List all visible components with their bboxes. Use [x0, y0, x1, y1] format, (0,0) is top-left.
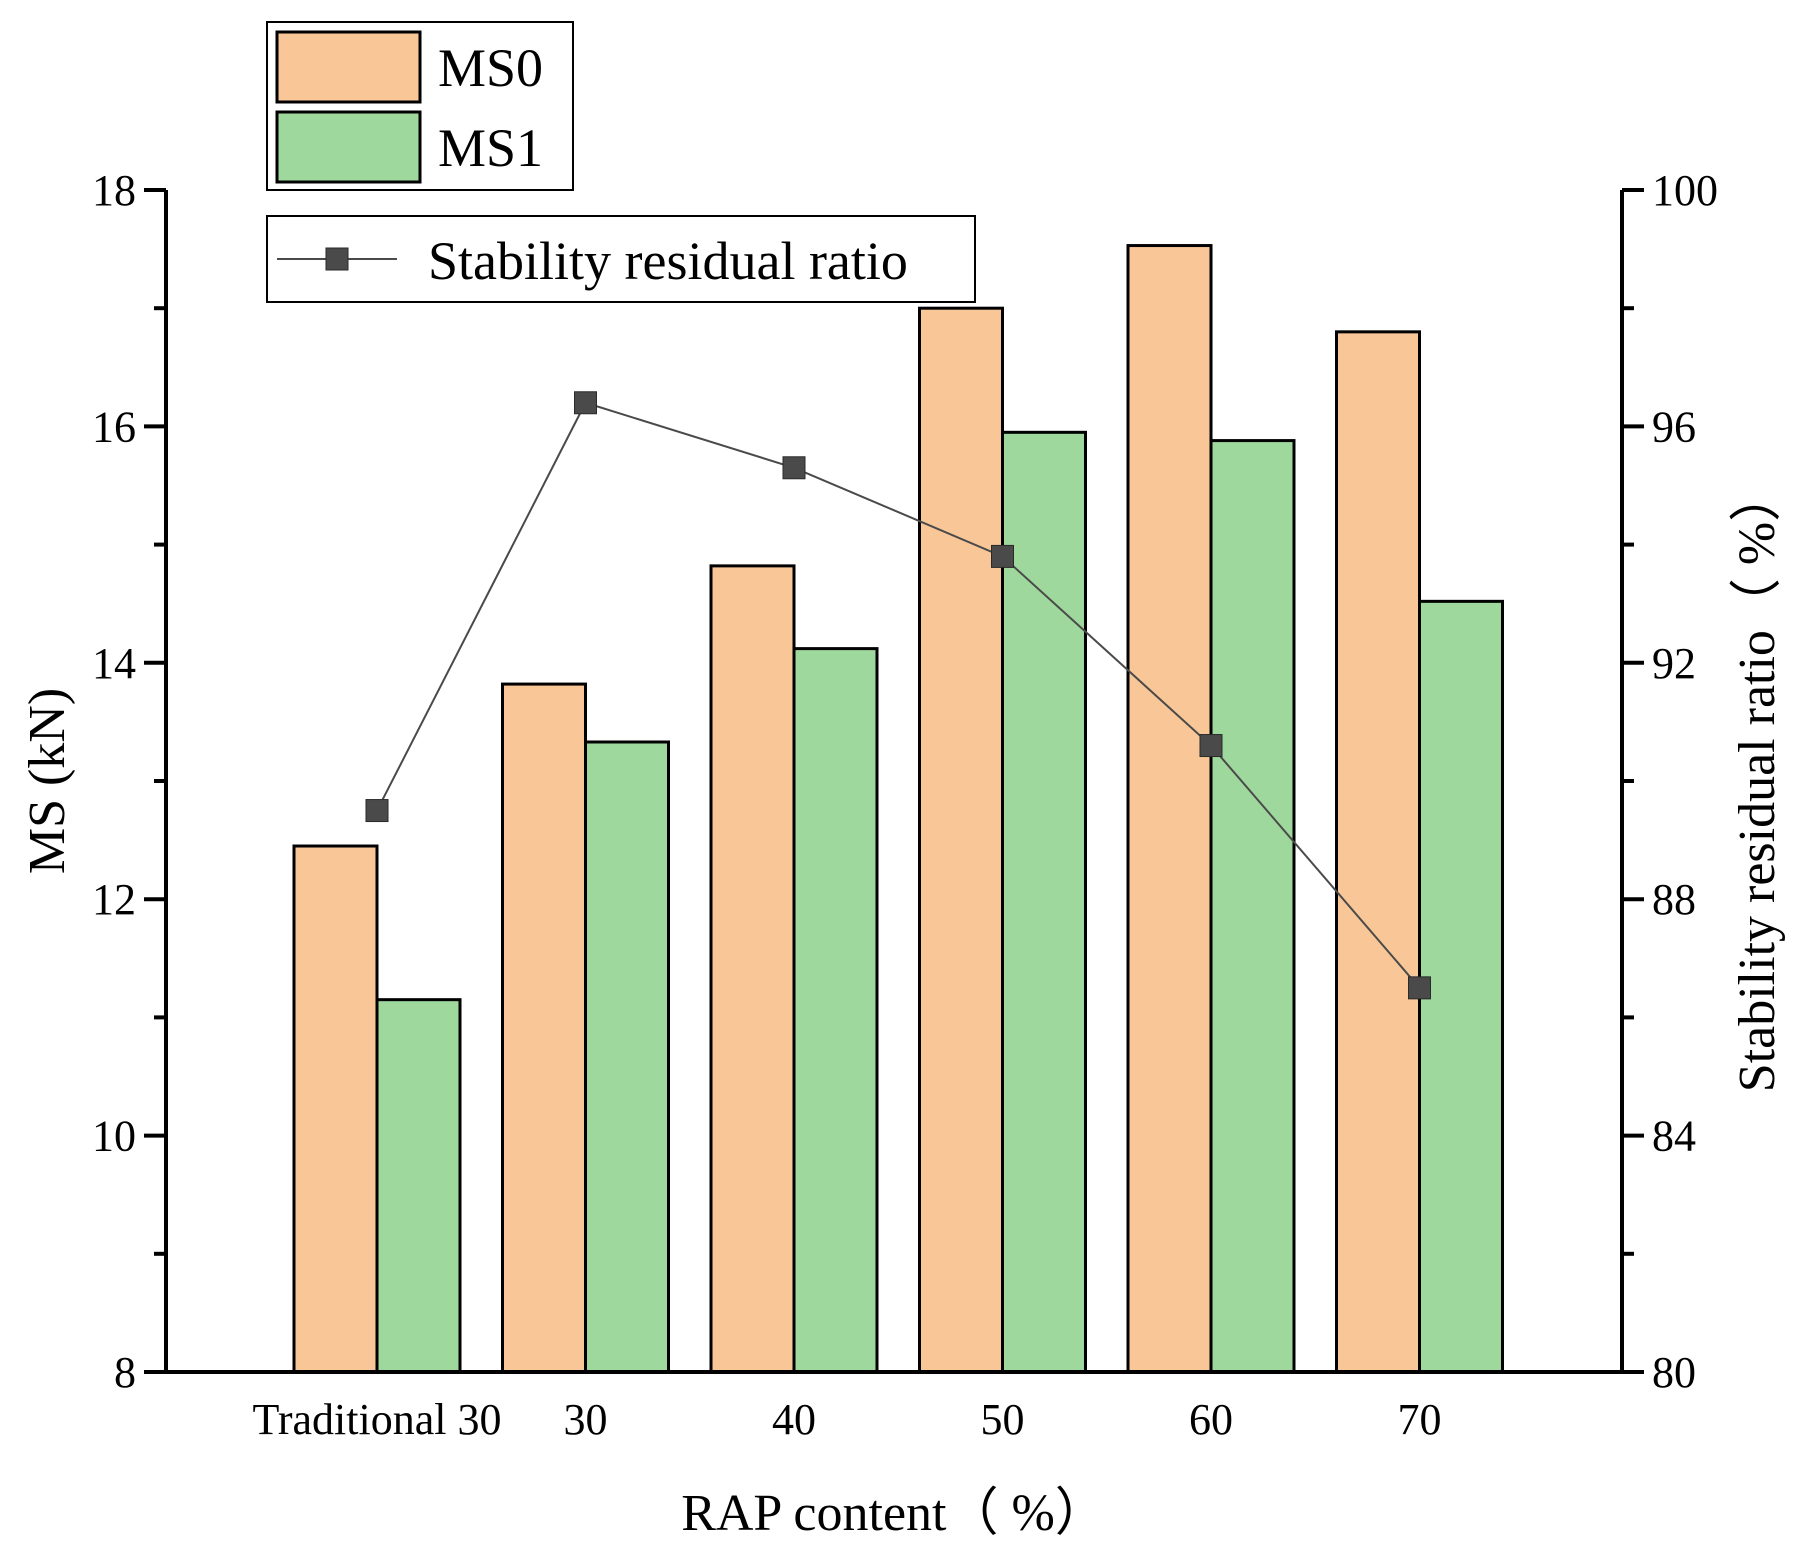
bar-ms1-4: [1209, 439, 1296, 1374]
bar-ms1-2: [792, 647, 879, 1374]
y-tick-label-12: 12: [92, 875, 136, 924]
legend-line-marker: [325, 247, 349, 271]
y2-tick-label-80: 80: [1652, 1348, 1696, 1397]
bar-ms1-3: [1001, 430, 1087, 1374]
legend-swatch-ms0: [275, 30, 422, 104]
legend: MS0 MS1 Stability residual ratio: [266, 21, 976, 303]
axes: 8 10 12 14 16 18 80 84 88 92 96 100 Traditional 30 30…: [92, 166, 1718, 1444]
y-tick-label-16: 16: [92, 402, 136, 451]
x-tick-label-2: 40: [772, 1395, 816, 1444]
stability-marker-5: [1408, 976, 1431, 1000]
y-axis-title: MS (kN): [19, 688, 76, 874]
x-axis-title: RAP content（ %）: [681, 1485, 1107, 1542]
y2-tick-label-96: 96: [1652, 402, 1696, 451]
legend-swatch-ms1: [275, 110, 422, 184]
x-tick-label-3: 50: [981, 1395, 1025, 1444]
y2-tick-label-84: 84: [1652, 1112, 1696, 1161]
stability-marker-2: [782, 456, 806, 480]
y-tick-label-14: 14: [92, 639, 136, 688]
y2-tick-label-88: 88: [1652, 875, 1696, 924]
plot-area: [292, 244, 1504, 1374]
bar-ms1-5: [1418, 599, 1504, 1374]
x-tick-label-1: 30: [564, 1395, 608, 1444]
y2-tick-label-92: 92: [1652, 639, 1696, 688]
legend-label-stability: Stability residual ratio: [428, 231, 908, 291]
y2-axis-title: Stability residual ratio（ %）: [1729, 470, 1786, 1092]
y-tick-label-18: 18: [92, 166, 136, 215]
stability-marker-3: [991, 544, 1014, 568]
x-tick-label-5: 70: [1398, 1395, 1442, 1444]
y2-tick-label-100: 100: [1652, 166, 1718, 215]
stability-marker-1: [574, 391, 597, 415]
bar-ms0-1: [501, 682, 587, 1374]
bar-ms0-4: [1126, 244, 1213, 1374]
stability-marker-4: [1199, 734, 1223, 758]
y-tick-label-8: 8: [114, 1348, 136, 1397]
stability-residual-ratio-line: [376, 401, 1421, 989]
bar-ms1-0: [375, 998, 462, 1374]
x-tick-label-0: Traditional 30: [253, 1395, 502, 1444]
legend-label-ms0: MS0: [438, 38, 543, 98]
stability-marker-0: [365, 799, 389, 823]
bar-ms1-1: [584, 740, 670, 1374]
x-tick-label-4: 60: [1189, 1395, 1233, 1444]
y-tick-label-10: 10: [92, 1112, 136, 1161]
bar-ms0-2: [709, 564, 796, 1374]
bar-ms0-5: [1335, 330, 1421, 1374]
bar-ms0-0: [292, 844, 379, 1374]
bar-ms0-3: [918, 306, 1004, 1374]
legend-label-ms1: MS1: [438, 118, 543, 178]
